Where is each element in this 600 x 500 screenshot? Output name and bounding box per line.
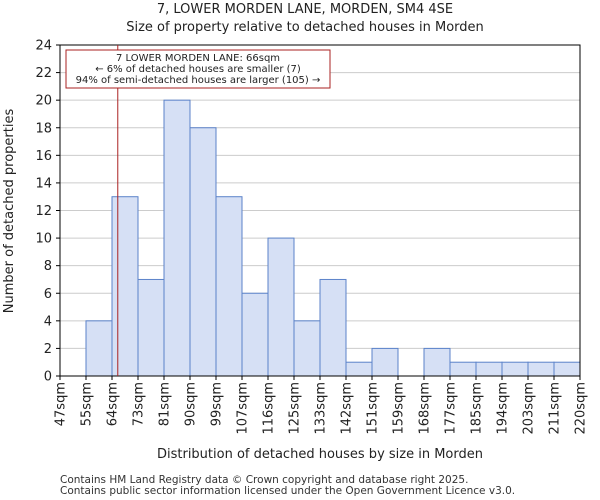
y-tick-label: 0 — [44, 370, 52, 385]
annotation-line-1: 7 LOWER MORDEN LANE: 66sqm — [116, 53, 280, 64]
x-tick-label: 125sqm — [288, 382, 303, 435]
x-tick-label: 159sqm — [392, 382, 407, 435]
bar — [527, 361, 555, 377]
bar — [215, 196, 243, 377]
y-tick-label: 8 — [44, 259, 52, 274]
y-axis-label: Number of detached properties — [2, 109, 17, 314]
y-tick-label: 24 — [35, 39, 52, 54]
bar — [449, 361, 477, 377]
chart-subtitle: Size of property relative to detached ho… — [126, 20, 484, 35]
y-tick-label: 20 — [35, 94, 52, 109]
y-tick-label: 12 — [35, 204, 52, 219]
x-tick-label: 220sqm — [574, 382, 589, 435]
y-tick-label: 22 — [35, 66, 52, 81]
bar — [189, 127, 217, 377]
y-tick-label: 18 — [35, 121, 52, 136]
bar — [111, 196, 139, 377]
footer-line-1: Contains HM Land Registry data © Crown c… — [60, 474, 468, 486]
x-tick-label: 73sqm — [132, 382, 147, 426]
x-tick-label: 107sqm — [236, 382, 251, 435]
bar — [85, 320, 113, 377]
bar — [475, 361, 503, 377]
x-tick-label: 116sqm — [262, 382, 277, 435]
footer-line-2: Contains public sector information licen… — [60, 485, 515, 497]
bars — [85, 99, 581, 377]
y-tick-label: 4 — [44, 314, 52, 329]
x-tick-label: 133sqm — [314, 382, 329, 435]
x-tick-label: 99sqm — [210, 382, 225, 426]
bar — [423, 347, 451, 377]
x-tick-label: 55sqm — [80, 382, 95, 426]
bar — [163, 99, 191, 377]
bar — [319, 278, 347, 377]
x-tick-labels: 47sqm 55sqm 64sqm 73sqm 81sqm 90sqm 99sqm 107sq… — [54, 376, 589, 435]
bar — [137, 278, 165, 377]
x-tick-label: 185sqm — [470, 382, 485, 435]
x-axis-label: Distribution of detached houses by size … — [157, 447, 483, 462]
x-tick-label: 64sqm — [106, 382, 121, 426]
bar — [553, 361, 581, 377]
bar — [501, 361, 529, 377]
bar — [345, 361, 373, 377]
annotation-line-2: ← 6% of detached houses are smaller (7) — [95, 64, 301, 75]
x-tick-label: 211sqm — [548, 382, 563, 435]
y-tick-label: 14 — [35, 176, 52, 191]
bar — [371, 347, 399, 377]
annotation-frame — [65, 49, 331, 89]
bar — [241, 292, 269, 377]
chart-title: 7, LOWER MORDEN LANE, MORDEN, SM4 4SE — [157, 2, 453, 17]
bar — [267, 237, 295, 377]
annotation-box: 7 LOWER MORDEN LANE: 66sqm ← 6% of detac… — [65, 49, 331, 89]
y-tick-label: 2 — [44, 342, 52, 357]
y-tick-label: 6 — [44, 287, 52, 302]
x-tick-label: 203sqm — [522, 382, 537, 435]
bar — [293, 320, 321, 377]
x-tick-label: 168sqm — [418, 382, 433, 435]
x-tick-label: 142sqm — [340, 382, 355, 435]
y-tick-label: 16 — [35, 149, 52, 164]
x-tick-label: 90sqm — [184, 382, 199, 426]
x-tick-label: 194sqm — [496, 382, 511, 435]
x-tick-label: 81sqm — [158, 382, 173, 426]
plot-frame — [59, 44, 581, 377]
y-tick-label: 10 — [35, 232, 52, 247]
annotation-line-3: 94% of semi-detached houses are larger (… — [76, 75, 321, 86]
x-tick-label: 151sqm — [366, 382, 381, 435]
x-tick-label: 177sqm — [444, 382, 459, 435]
x-tick-label: 47sqm — [54, 382, 69, 426]
